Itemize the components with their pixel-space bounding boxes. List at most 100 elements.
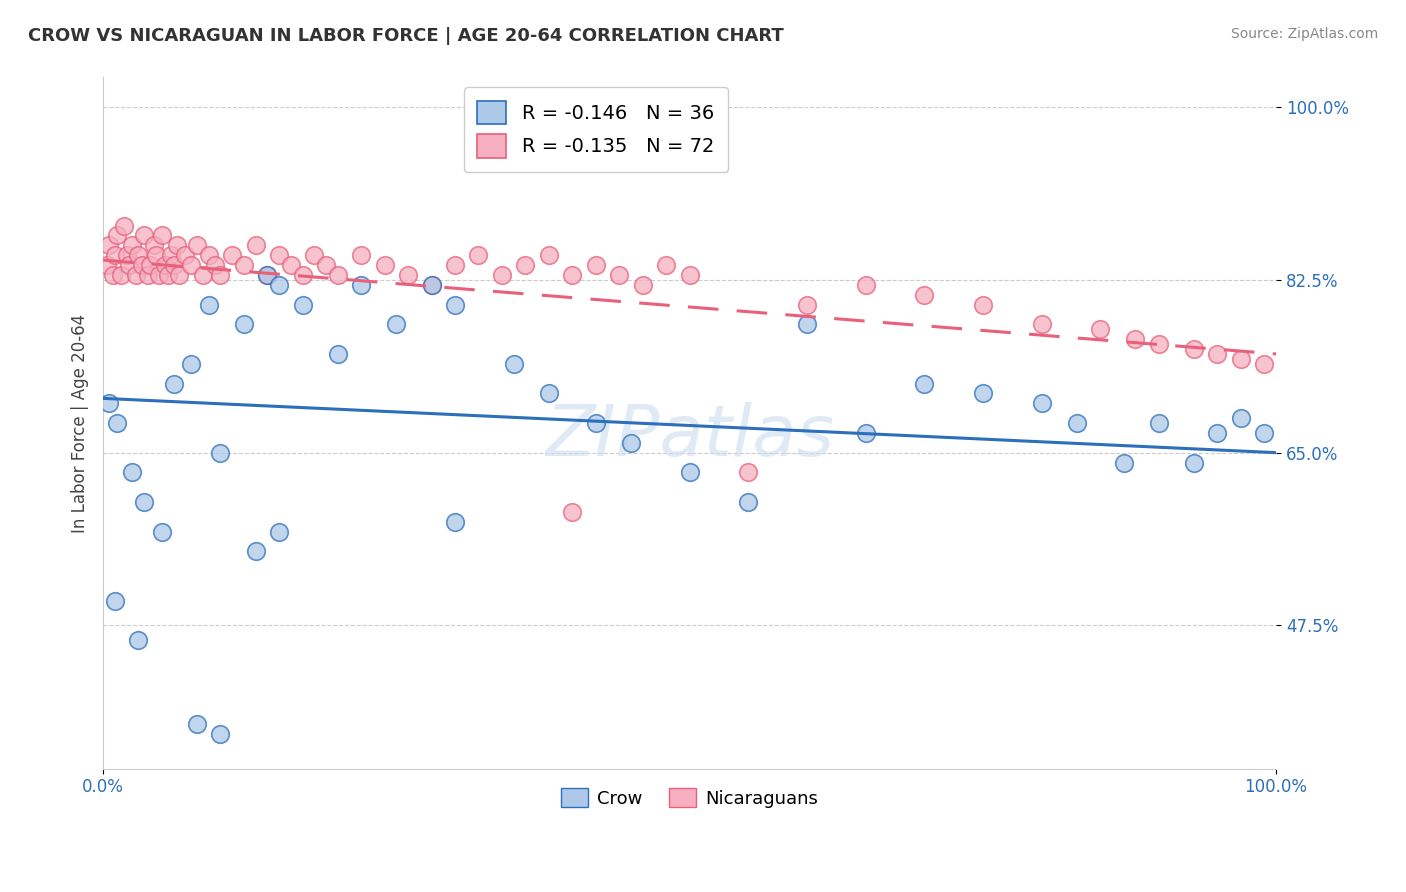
Point bbox=[267, 524, 290, 539]
Point bbox=[385, 318, 408, 332]
Text: CROW VS NICARAGUAN IN LABOR FORCE | AGE 20-64 CORRELATION CHART: CROW VS NICARAGUAN IN LABOR FORCE | AGE … bbox=[28, 27, 785, 45]
Point bbox=[155, 258, 177, 272]
Point bbox=[267, 277, 290, 292]
Point bbox=[420, 277, 443, 292]
Text: Source: ZipAtlas.com: Source: ZipAtlas.com bbox=[1230, 27, 1378, 41]
Point bbox=[150, 524, 173, 539]
Point bbox=[127, 248, 149, 262]
Y-axis label: In Labor Force | Age 20-64: In Labor Force | Age 20-64 bbox=[72, 313, 89, 533]
Point bbox=[245, 544, 267, 558]
Point bbox=[125, 268, 148, 282]
Point bbox=[209, 727, 232, 741]
Point bbox=[209, 445, 232, 459]
Point bbox=[444, 258, 467, 272]
Legend: Crow, Nicaraguans: Crow, Nicaraguans bbox=[554, 781, 825, 815]
Point bbox=[491, 268, 513, 282]
Point bbox=[620, 435, 643, 450]
Point bbox=[180, 357, 202, 371]
Point bbox=[1112, 456, 1135, 470]
Point bbox=[160, 248, 183, 262]
Point bbox=[972, 386, 994, 401]
Point bbox=[232, 258, 254, 272]
Point bbox=[256, 268, 278, 282]
Point bbox=[174, 248, 197, 262]
Point bbox=[96, 258, 118, 272]
Point bbox=[191, 268, 214, 282]
Point bbox=[209, 268, 232, 282]
Point bbox=[110, 268, 132, 282]
Point bbox=[197, 297, 219, 311]
Point bbox=[98, 238, 121, 252]
Point bbox=[1182, 456, 1205, 470]
Point bbox=[291, 268, 314, 282]
Point bbox=[796, 318, 818, 332]
Point bbox=[304, 248, 326, 262]
Point bbox=[156, 268, 179, 282]
Point bbox=[350, 248, 373, 262]
Point bbox=[186, 238, 208, 252]
Point bbox=[1182, 342, 1205, 356]
Point bbox=[1066, 416, 1088, 430]
Point bbox=[150, 228, 173, 243]
Point bbox=[112, 219, 135, 233]
Point bbox=[104, 594, 127, 608]
Point bbox=[142, 238, 165, 252]
Point bbox=[256, 268, 278, 282]
Point bbox=[585, 416, 607, 430]
Point bbox=[131, 258, 153, 272]
Point bbox=[374, 258, 396, 272]
Point bbox=[134, 495, 156, 509]
Point bbox=[607, 268, 630, 282]
Point bbox=[467, 248, 489, 262]
Point bbox=[515, 258, 537, 272]
Point bbox=[127, 633, 149, 648]
Point bbox=[280, 258, 302, 272]
Point bbox=[245, 238, 267, 252]
Point bbox=[1088, 322, 1111, 336]
Point bbox=[105, 416, 128, 430]
Point bbox=[1123, 332, 1146, 346]
Point bbox=[396, 268, 419, 282]
Point bbox=[912, 376, 935, 391]
Point bbox=[197, 248, 219, 262]
Point bbox=[118, 258, 141, 272]
Point bbox=[585, 258, 607, 272]
Point bbox=[315, 258, 337, 272]
Point bbox=[169, 268, 191, 282]
Point bbox=[221, 248, 243, 262]
Point bbox=[1031, 396, 1053, 410]
Point bbox=[166, 238, 188, 252]
Point bbox=[1031, 318, 1053, 332]
Point bbox=[350, 277, 373, 292]
Point bbox=[148, 268, 170, 282]
Point bbox=[1253, 357, 1275, 371]
Point bbox=[145, 248, 167, 262]
Point bbox=[855, 425, 877, 440]
Point bbox=[796, 297, 818, 311]
Point bbox=[162, 258, 184, 272]
Point bbox=[444, 515, 467, 529]
Point bbox=[232, 318, 254, 332]
Point bbox=[105, 228, 128, 243]
Point bbox=[631, 277, 654, 292]
Point bbox=[737, 466, 759, 480]
Point bbox=[561, 268, 583, 282]
Point bbox=[115, 248, 138, 262]
Point bbox=[1206, 425, 1229, 440]
Point bbox=[678, 268, 700, 282]
Point bbox=[121, 466, 143, 480]
Point bbox=[737, 495, 759, 509]
Point bbox=[502, 357, 524, 371]
Point bbox=[537, 248, 560, 262]
Point bbox=[136, 268, 159, 282]
Point bbox=[121, 238, 143, 252]
Point bbox=[1230, 351, 1253, 366]
Point bbox=[104, 248, 127, 262]
Point bbox=[655, 258, 678, 272]
Point bbox=[1206, 347, 1229, 361]
Point bbox=[291, 297, 314, 311]
Point bbox=[537, 386, 560, 401]
Point bbox=[1253, 425, 1275, 440]
Point bbox=[139, 258, 162, 272]
Point bbox=[561, 505, 583, 519]
